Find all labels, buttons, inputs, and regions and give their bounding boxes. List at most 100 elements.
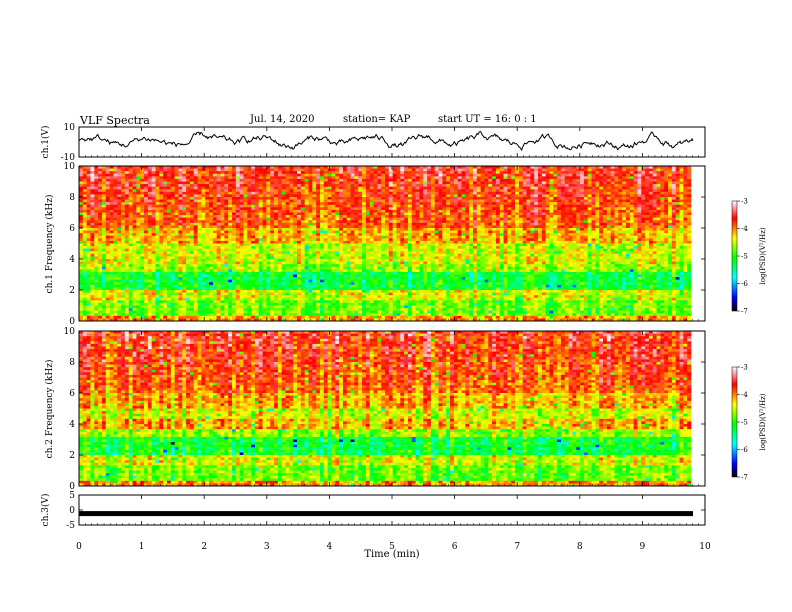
spectrogram-cell xyxy=(124,246,130,249)
spectrogram-cell xyxy=(484,197,489,200)
spectrogram-cell xyxy=(610,230,615,234)
spectrogram-cell xyxy=(86,168,91,172)
spectrogram-cell xyxy=(304,207,309,211)
spectrogram-cell xyxy=(216,212,221,216)
spectrogram-cell xyxy=(365,243,371,247)
spectrogram-cell xyxy=(442,238,447,242)
spectrogram-cell xyxy=(415,225,420,229)
spectrogram-cell xyxy=(576,233,581,237)
spectrogram-cell xyxy=(170,240,175,244)
spectrogram-cell xyxy=(98,212,103,216)
spectrogram-cell xyxy=(94,240,99,244)
spectrogram-cell xyxy=(109,171,114,175)
spectrogram-cell xyxy=(480,194,485,198)
spectrogram-cell xyxy=(553,204,558,208)
spectrogram-cell xyxy=(136,243,141,247)
spectrogram-cell xyxy=(430,168,436,172)
spectrogram-cell xyxy=(205,168,210,172)
spectrogram-cell xyxy=(132,199,137,203)
spectrogram-cell xyxy=(622,228,627,231)
spectrogram-cell xyxy=(675,220,680,224)
spectrogram-cell xyxy=(534,173,539,177)
spectrogram-cell xyxy=(564,171,569,175)
spectrogram-cell xyxy=(392,217,397,221)
spectrogram-cell xyxy=(587,184,592,187)
spectrogram-cell xyxy=(124,168,130,172)
spectrogram-cell xyxy=(262,194,267,198)
spectrogram-cell xyxy=(625,238,631,242)
spectrogram-cell xyxy=(675,243,680,247)
spectrogram-cell xyxy=(668,189,673,193)
spectrogram-cell xyxy=(453,212,458,216)
spectrogram-cell xyxy=(98,166,103,169)
spectrogram-cell xyxy=(216,197,221,200)
spectrogram-cell xyxy=(327,186,332,190)
spectrogram-cell xyxy=(488,225,493,229)
spectrogram-cell xyxy=(538,194,543,198)
spectrogram-cell xyxy=(308,181,313,185)
spectrogram-cell xyxy=(557,171,562,175)
spectrogram-cell xyxy=(564,197,569,200)
spectrogram-cell xyxy=(438,194,443,198)
spectrogram-cell xyxy=(293,225,298,229)
spectrogram-cell xyxy=(404,222,409,226)
spectrogram-cell xyxy=(549,222,554,226)
spectrogram-cell xyxy=(247,181,252,185)
spectrogram-cell xyxy=(312,228,317,231)
spectrogram-cell xyxy=(622,184,627,187)
spectrogram-cell xyxy=(522,235,527,239)
spectrogram-cell xyxy=(610,238,615,242)
spectrogram-cell xyxy=(186,181,191,185)
spectrogram-cell xyxy=(159,225,164,229)
spectrogram-cell xyxy=(641,217,646,221)
spectrogram-cell xyxy=(319,209,325,213)
spectrogram-cell xyxy=(591,194,596,198)
spectrogram-cell xyxy=(124,228,130,231)
spectrogram-cell xyxy=(312,186,317,190)
spectrogram-cell xyxy=(124,202,130,206)
spectrogram-cell xyxy=(224,220,229,224)
spectrogram-cell xyxy=(438,230,443,234)
spectrogram-cell xyxy=(193,222,198,226)
spectrogram-cell xyxy=(151,222,156,226)
spectrogram-cell xyxy=(358,240,363,244)
spectrogram-cell xyxy=(235,217,240,221)
spectrogram-cell xyxy=(392,243,397,247)
spectrogram-cell xyxy=(564,176,569,180)
spectrogram-cell xyxy=(388,197,393,200)
spectrogram-cell xyxy=(228,204,233,208)
spectrogram-cell xyxy=(495,194,501,198)
spectrogram-cell xyxy=(492,212,497,216)
spectrogram-cell xyxy=(560,176,566,180)
spectrogram-cell xyxy=(583,228,589,231)
spectrogram-cell xyxy=(377,168,382,172)
spectrogram-cell xyxy=(385,235,390,239)
spectrogram-cell xyxy=(411,212,416,216)
spectrogram-cell xyxy=(495,168,501,172)
spectrogram-cell xyxy=(530,204,535,208)
spectrogram-cell xyxy=(247,184,252,187)
spectrogram-cell xyxy=(373,168,378,172)
spectrogram-cell xyxy=(297,168,302,172)
spectrogram-cell xyxy=(354,166,359,169)
spectrogram-cell xyxy=(254,186,260,190)
spectrogram-cell xyxy=(232,202,237,206)
spectrogram-cell xyxy=(434,233,439,237)
spectrogram-cell xyxy=(151,235,156,239)
spectrogram-cell xyxy=(266,202,271,206)
spectrogram-cell xyxy=(591,228,596,231)
spectrogram-cell xyxy=(564,240,569,244)
spectrogram-cell xyxy=(327,212,332,216)
spectrogram-cell xyxy=(113,194,118,198)
spectrogram-cell xyxy=(224,204,229,208)
spectrogram-cell xyxy=(90,212,95,216)
spectrogram-cell xyxy=(270,243,275,247)
spectrogram-cell xyxy=(652,228,657,231)
spectrogram-cell xyxy=(365,230,371,234)
spectrogram-cell xyxy=(457,176,462,180)
spectrogram-cell xyxy=(140,230,145,234)
spectrogram-cell xyxy=(94,202,99,206)
spectrogram-cell xyxy=(583,197,589,200)
spectrogram-cell xyxy=(411,168,416,172)
spectrogram-cell xyxy=(450,228,455,231)
